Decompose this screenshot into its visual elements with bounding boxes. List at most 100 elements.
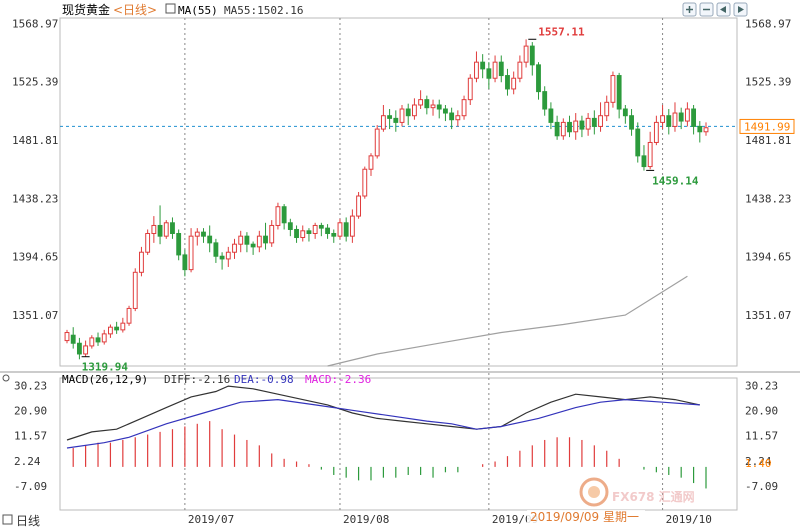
candle-body (306, 230, 312, 234)
candle-body (684, 108, 690, 122)
candle-body (641, 155, 647, 168)
candle-23 (207, 225, 213, 253)
candle-body (157, 224, 163, 237)
candle-body (114, 326, 120, 331)
candle-16 (163, 220, 169, 239)
zoom-in-icon[interactable] (682, 2, 697, 17)
crosshair-date: 2019/09/09 星期一 (530, 510, 639, 524)
candle-91 (629, 109, 634, 136)
candle-body (343, 222, 349, 237)
candle-5 (95, 332, 101, 346)
y-tick-right: 1351.07 (745, 309, 791, 322)
scroll-left-icon[interactable] (716, 2, 731, 17)
candle-13 (145, 229, 151, 255)
macd-current-value: 1.40 (745, 457, 772, 470)
candle-body (666, 115, 672, 127)
annotation-low-oct: 1459.14 (652, 174, 699, 187)
candle-body (529, 45, 535, 66)
candle-body (492, 61, 498, 79)
candle-body (480, 61, 486, 70)
grid: 1568.97 1568.97 1525.39 1525.39 1481.81 1481.… (0, 17, 800, 526)
candle-body (362, 168, 368, 197)
candle-body (225, 251, 231, 260)
candle-99 (678, 107, 684, 130)
candle-61 (443, 105, 448, 122)
candle-body (387, 115, 393, 119)
candle-34 (275, 202, 281, 230)
candle-96 (660, 105, 665, 130)
y-tick-right: 1525.39 (745, 76, 791, 89)
zoom-out-icon[interactable] (699, 2, 714, 17)
candle-body (356, 195, 362, 217)
candle-56 (411, 98, 417, 120)
candle-body (194, 231, 200, 237)
candle-body (455, 115, 461, 121)
candle-45 (343, 217, 349, 242)
candle-body (151, 224, 157, 234)
candle-body (163, 222, 169, 237)
candle-4 (89, 335, 95, 349)
candle-8 (114, 321, 120, 334)
candle-body (467, 77, 473, 101)
candle-body (474, 61, 479, 79)
candle-body (660, 115, 665, 123)
candle-7 (108, 324, 113, 338)
candle-1 (70, 327, 76, 349)
candle-97 (666, 109, 672, 135)
candle-39 (306, 228, 312, 242)
candle-body (64, 332, 70, 342)
candle-body (318, 224, 324, 229)
candle-66 (474, 51, 479, 83)
macd-y-tick-right: 30.23 (745, 379, 778, 392)
candles (64, 39, 709, 360)
candle-41 (318, 222, 324, 237)
dea-legend: DEA:-0.98 (234, 373, 294, 386)
candle-body (591, 117, 597, 127)
diff-line (66, 385, 700, 441)
candle-body (616, 75, 622, 110)
candle-body (604, 101, 610, 117)
candle-90 (622, 105, 628, 124)
candle-18 (176, 229, 182, 261)
candle-2 (76, 337, 82, 360)
ma-checkbox[interactable] (165, 3, 176, 14)
y-tick-left: 1525.39 (12, 76, 58, 89)
candle-46 (349, 209, 355, 243)
candle-35 (281, 204, 287, 230)
candle-10 (126, 305, 132, 326)
candle-body (250, 243, 256, 248)
macd-legend: MACD(26,12,9) (62, 373, 148, 386)
candle-body (176, 232, 182, 256)
candle-57 (418, 90, 424, 110)
macd-y-tick-left: 2.24 (14, 455, 41, 468)
ma-toggle-label[interactable]: MA(55) (178, 4, 218, 17)
candle-body (560, 121, 566, 137)
scroll-right-icon[interactable] (733, 2, 748, 17)
candle-body (83, 345, 89, 355)
period-checkbox[interactable] (2, 514, 13, 525)
candle-101 (691, 105, 697, 135)
period-selector[interactable]: <日线> (113, 3, 157, 17)
candle-body (219, 255, 225, 260)
candle-body (647, 141, 653, 168)
candle-body (405, 108, 411, 117)
candle-68 (486, 62, 492, 89)
candle-59 (430, 99, 436, 116)
candle-body (213, 242, 219, 257)
candle-body (678, 112, 684, 122)
candle-44 (337, 218, 343, 239)
candle-47 (356, 192, 362, 219)
y-tick-right: 1568.97 (745, 17, 791, 30)
candle-body (101, 333, 107, 343)
macd-frame (59, 377, 738, 511)
candle-76 (536, 62, 541, 100)
candle-38 (300, 225, 306, 242)
candle-63 (455, 110, 461, 127)
candle-body (567, 121, 572, 133)
candle-body (368, 155, 374, 170)
macd-y-tick-left: -7.09 (14, 480, 47, 493)
y-tick-left: 1351.07 (12, 309, 58, 322)
candle-55 (405, 103, 411, 126)
candle-77 (542, 86, 548, 116)
